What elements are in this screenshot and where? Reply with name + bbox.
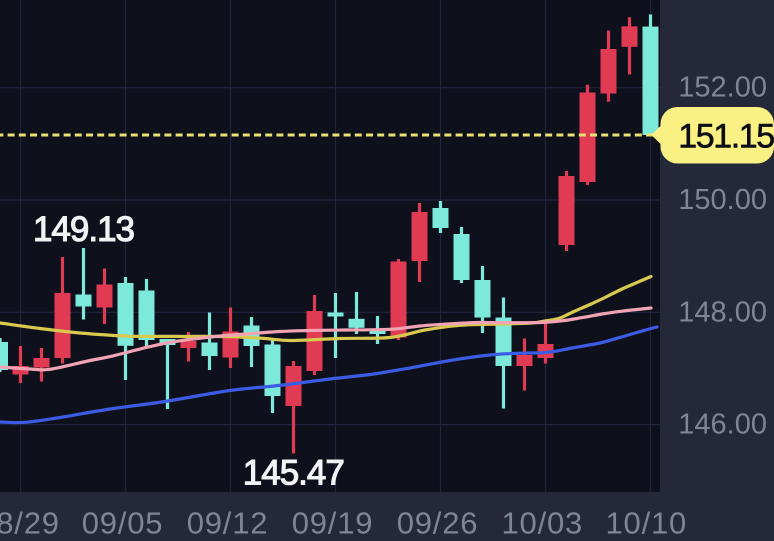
svg-text:146.00: 146.00	[678, 409, 767, 441]
svg-text:09/05: 09/05	[82, 506, 164, 541]
svg-text:152.00: 152.00	[678, 72, 767, 104]
svg-text:10/10: 10/10	[606, 506, 688, 541]
svg-text:145.47: 145.47	[243, 454, 344, 493]
svg-text:08/29: 08/29	[0, 506, 60, 541]
svg-text:09/19: 09/19	[292, 506, 374, 541]
svg-text:150.00: 150.00	[678, 184, 767, 216]
svg-text:09/12: 09/12	[187, 506, 269, 541]
svg-text:10/03: 10/03	[502, 506, 584, 541]
svg-text:09/26: 09/26	[397, 506, 479, 541]
svg-text:151.15: 151.15	[678, 118, 774, 156]
svg-text:148.00: 148.00	[678, 296, 767, 328]
svg-text:149.13: 149.13	[33, 210, 134, 249]
